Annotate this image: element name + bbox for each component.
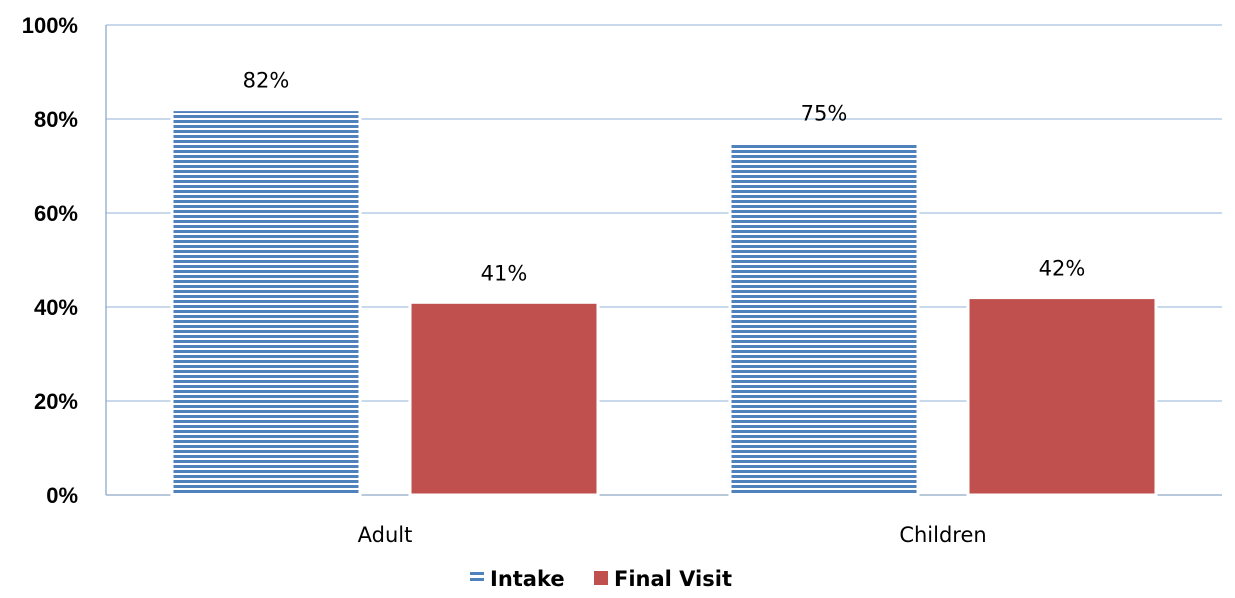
legend-swatch bbox=[470, 578, 484, 581]
data-label: 42% bbox=[1039, 257, 1086, 281]
y-tick-label: 100% bbox=[22, 13, 78, 38]
y-tick-label: 60% bbox=[34, 201, 78, 226]
legend-swatch bbox=[470, 572, 484, 575]
data-label: 41% bbox=[481, 261, 528, 285]
x-tick-labels: Adult Children bbox=[358, 523, 987, 547]
legend-item-intake: Intake bbox=[470, 567, 565, 591]
y-tick-label: 20% bbox=[34, 389, 78, 414]
y-tick-label: 80% bbox=[34, 107, 78, 132]
data-label: 82% bbox=[243, 69, 290, 93]
bar-final-visit-adult bbox=[408, 300, 600, 497]
legend-swatch bbox=[594, 571, 608, 585]
y-tick-label: 0% bbox=[46, 483, 78, 508]
y-tick-label: 40% bbox=[34, 295, 78, 320]
y-tick-labels: 0% 20% 40% 60% 80% 100% bbox=[22, 13, 78, 508]
bar-final-visit-children bbox=[966, 296, 1158, 497]
data-labels: 82% 41% 75% 42% bbox=[243, 69, 1086, 286]
legend-item-final-visit: Final Visit bbox=[594, 567, 732, 591]
bar-intake-adult bbox=[170, 108, 362, 497]
legend-label: Final Visit bbox=[614, 567, 732, 591]
x-tick-label: Adult bbox=[358, 523, 413, 547]
x-tick-label: Children bbox=[899, 523, 986, 547]
bars bbox=[170, 108, 1158, 497]
bar-intake-children bbox=[728, 141, 920, 497]
legend: Intake Final Visit bbox=[470, 567, 732, 591]
legend-label: Intake bbox=[490, 567, 565, 591]
data-label: 75% bbox=[801, 102, 848, 126]
